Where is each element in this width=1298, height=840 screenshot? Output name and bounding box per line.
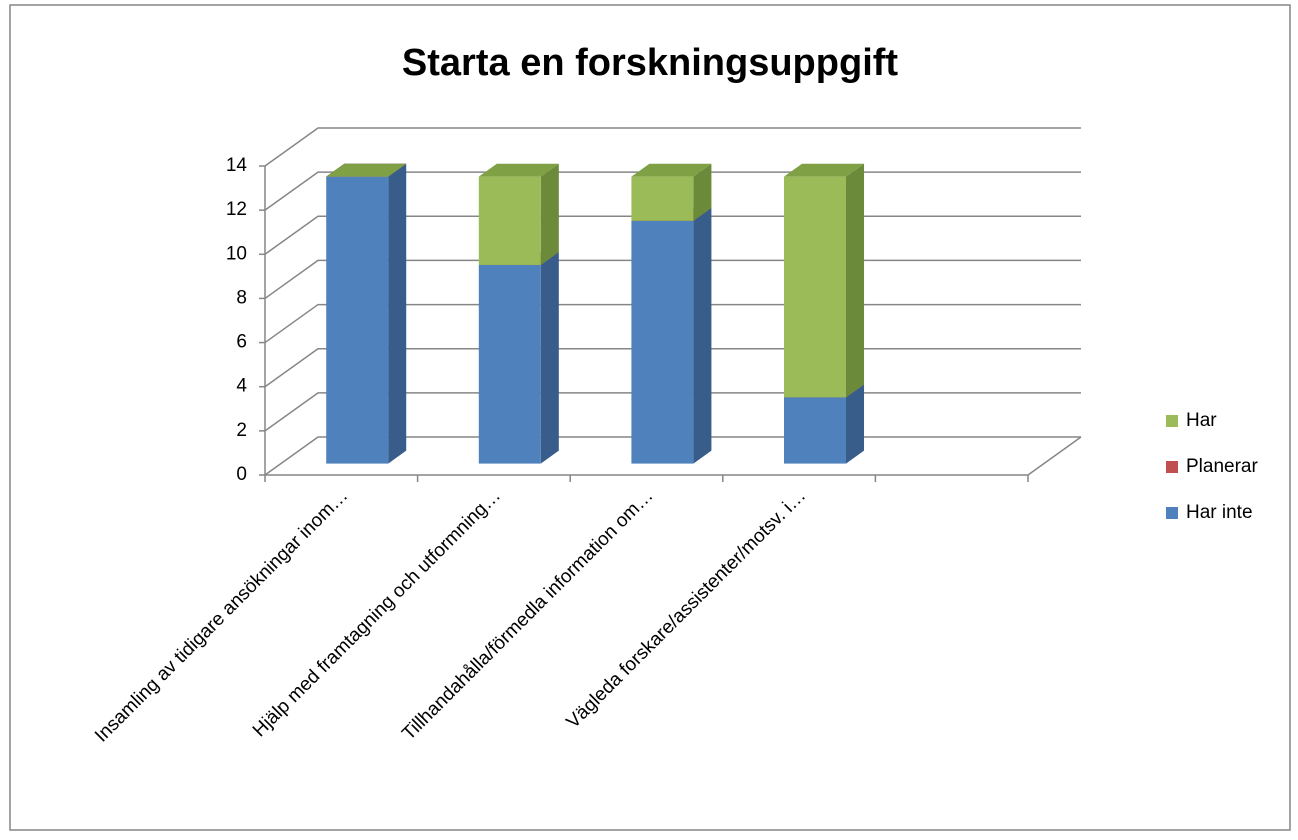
bar-side bbox=[540, 163, 559, 265]
y-tick-label: 4 bbox=[236, 376, 247, 397]
legend-swatch bbox=[1166, 461, 1178, 473]
bar bbox=[784, 397, 846, 464]
bar bbox=[784, 176, 846, 398]
bar-side bbox=[846, 384, 865, 464]
bar-side bbox=[693, 207, 712, 464]
legend-swatch bbox=[1166, 415, 1178, 427]
bar-side bbox=[846, 163, 865, 398]
legend-swatch bbox=[1166, 507, 1178, 519]
bar bbox=[326, 176, 389, 464]
y-tick-label: 8 bbox=[236, 287, 247, 308]
legend-label: Har bbox=[1186, 410, 1217, 431]
y-tick-label: 0 bbox=[236, 464, 247, 485]
legend-label: Planerar bbox=[1186, 456, 1258, 477]
bar-side bbox=[540, 252, 559, 464]
y-tick-label: 14 bbox=[226, 155, 248, 176]
y-tick-label: 12 bbox=[226, 199, 247, 220]
y-tick-label: 6 bbox=[236, 332, 247, 353]
y-tick-label: 2 bbox=[236, 420, 247, 441]
bar bbox=[478, 176, 541, 265]
grid-line bbox=[264, 127, 1081, 167]
bar-side bbox=[693, 163, 712, 221]
legend-label: Har inte bbox=[1186, 502, 1253, 523]
bar-top bbox=[784, 163, 865, 177]
bar-side bbox=[388, 163, 407, 464]
bar-top bbox=[326, 163, 407, 177]
bar bbox=[631, 220, 694, 464]
bar-top bbox=[478, 163, 559, 177]
chart-title: Starta en forskningsuppgift bbox=[402, 42, 898, 84]
y-tick-label: 10 bbox=[226, 243, 247, 264]
bar bbox=[631, 176, 694, 221]
bar-top bbox=[631, 163, 712, 177]
bar bbox=[478, 264, 541, 464]
